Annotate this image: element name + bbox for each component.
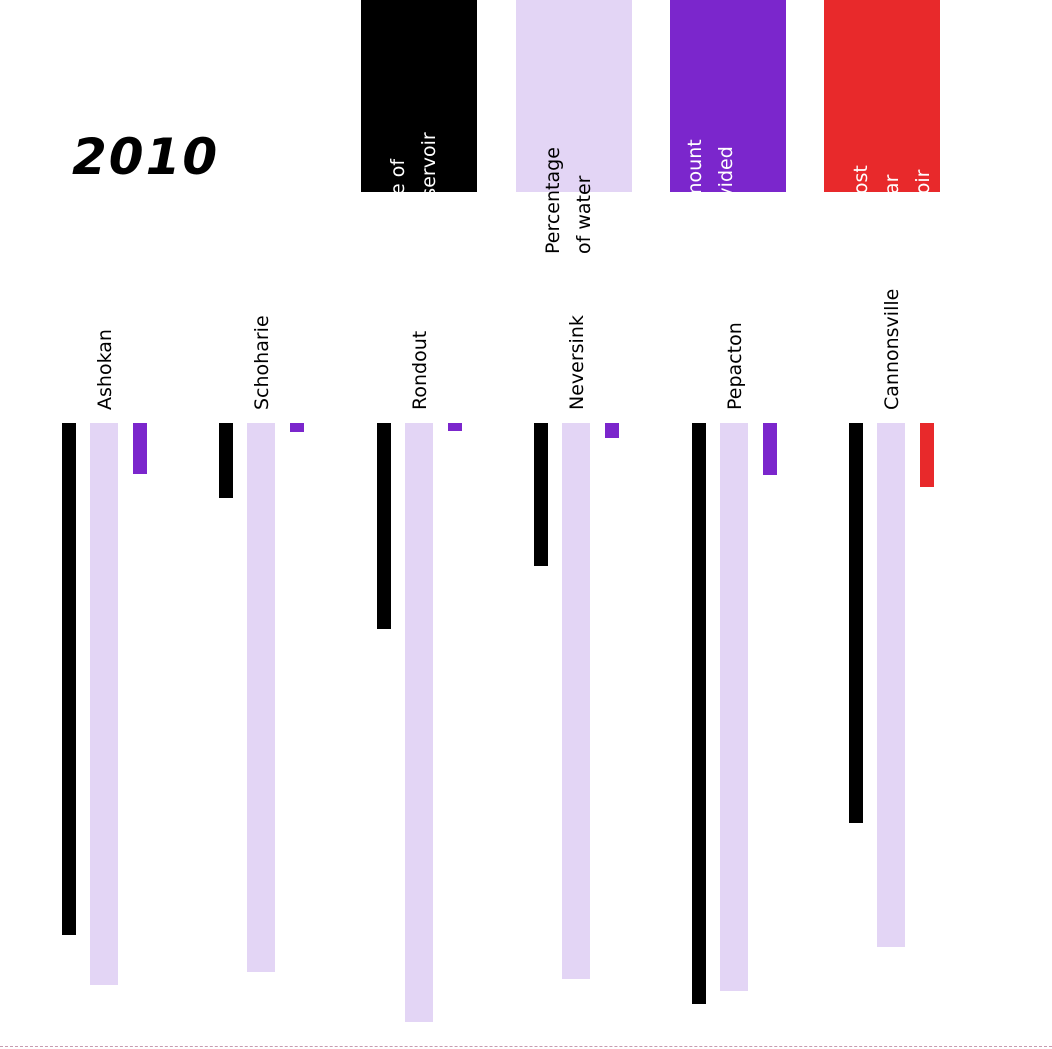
legend-popular: The most pop-ular reservoir — [824, 0, 940, 254]
category-label-rondout: Rondout — [408, 330, 431, 410]
category-label-cannonsville: Cannonsville — [881, 288, 903, 410]
bar-cannonsville-series-0 — [849, 423, 863, 823]
category-label-ashokan: Ashokan — [94, 329, 116, 410]
legend-percentage: Percentage of water — [516, 0, 632, 254]
legend-popular-label: The most pop-ular reservoir — [850, 165, 934, 254]
bar-rondout-series-1 — [405, 423, 433, 1022]
legend-provided: The amount of provided water — [670, 0, 786, 254]
bar-ashokan-series-1 — [90, 423, 118, 985]
category-label-pepacton: Pepacton — [723, 322, 746, 410]
bar-neversink-series-0 — [534, 423, 548, 566]
bar-schoharie-series-1 — [247, 423, 275, 972]
bar-rondout-series-0 — [377, 423, 391, 629]
legend-percentage-label: Percentage of water — [542, 147, 595, 254]
bar-ashokan-series-0 — [62, 423, 76, 935]
bar-neversink-series-2 — [605, 423, 619, 438]
category-label-neversink: Neversink — [566, 315, 589, 410]
legend-volume-label: Volume of the reservoir — [387, 132, 440, 254]
bar-ashokan-series-2 — [133, 423, 147, 474]
legend-provided-label: The amount of provided water — [684, 139, 768, 254]
chart-title: 2010 — [72, 128, 220, 186]
bar-pepacton-series-2 — [763, 423, 777, 475]
bar-cannonsville-series-1 — [877, 423, 905, 947]
category-label-schoharie: Schoharie — [251, 315, 274, 410]
bar-schoharie-series-0 — [219, 423, 233, 498]
bar-schoharie-series-2 — [290, 423, 304, 432]
legend-volume: Volume of the reservoir — [361, 0, 477, 254]
bar-cannonsville-series-3 — [920, 423, 934, 487]
bar-rondout-series-2 — [448, 423, 462, 431]
baseline-divider — [0, 1046, 1052, 1047]
bar-pepacton-series-1 — [720, 423, 748, 991]
bar-neversink-series-1 — [562, 423, 590, 979]
bar-pepacton-series-0 — [692, 423, 706, 1004]
